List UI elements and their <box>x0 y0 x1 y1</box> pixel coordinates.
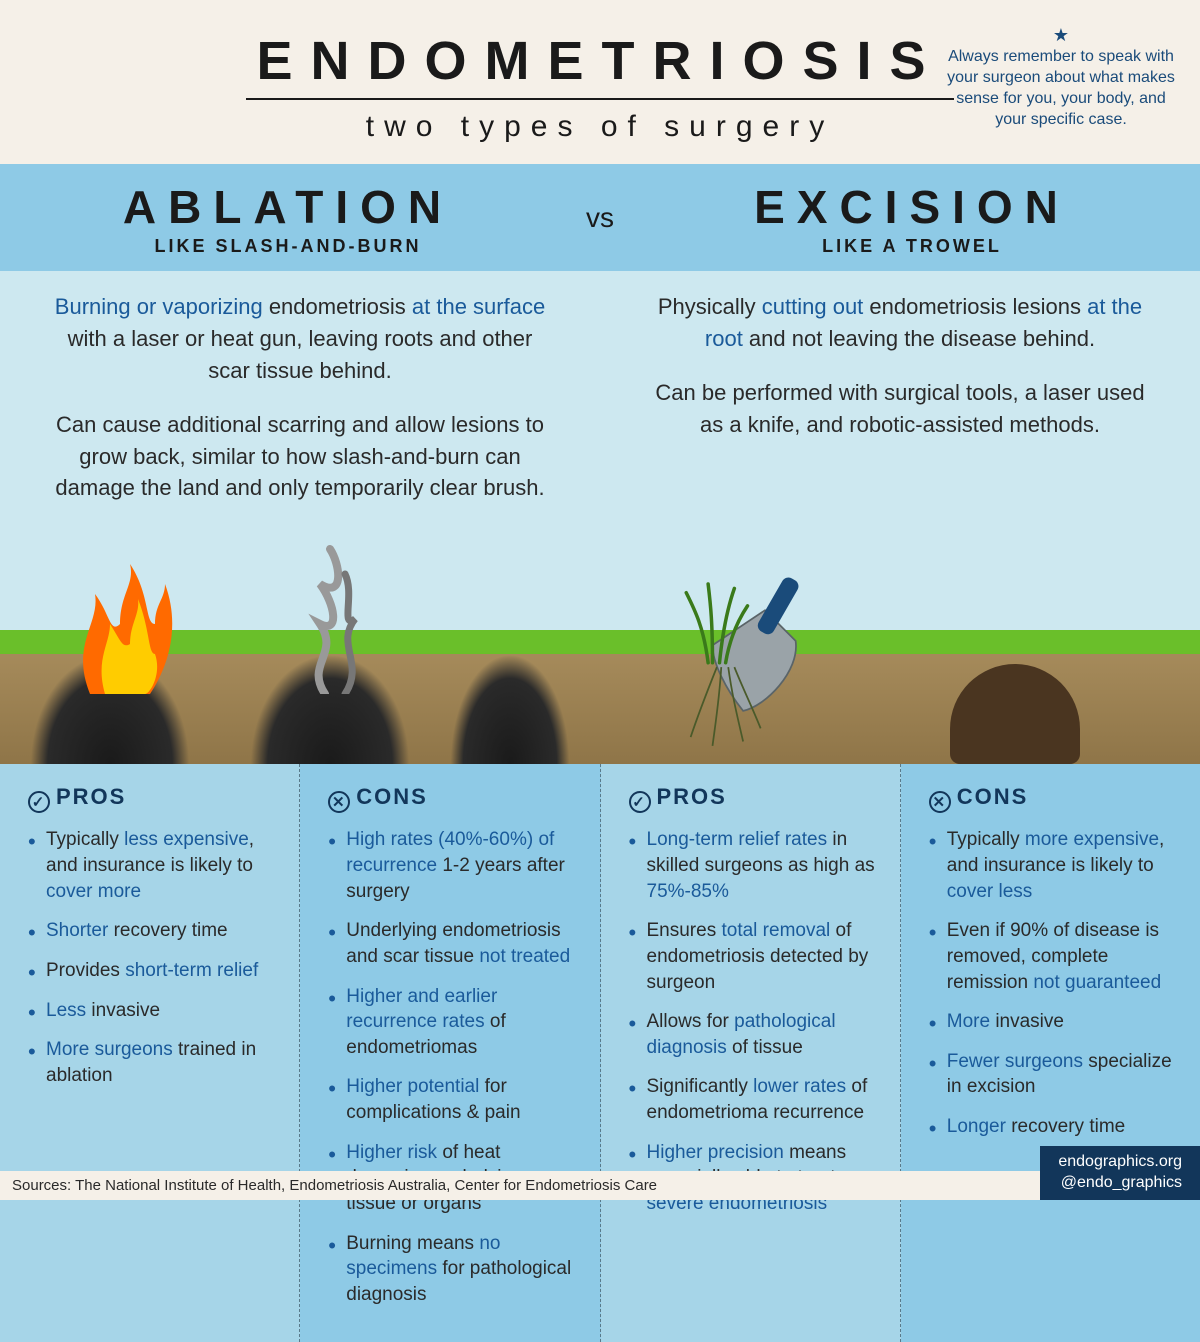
check-icon: ✓ <box>629 791 651 813</box>
description-band: Burning or vaporizing endometriosis at t… <box>0 271 1200 514</box>
header: ENDOMETRIOSIS two types of surgery ★ Alw… <box>0 0 1200 164</box>
list-item: Less invasive <box>28 998 277 1024</box>
list-item: Burning means no specimens for pathologi… <box>328 1231 577 1308</box>
excision-pros-column: ✓PROS Long-term relief rates in skilled … <box>601 764 901 1341</box>
burnt-clump <box>450 654 570 764</box>
cross-icon: ✕ <box>328 791 350 813</box>
excision-pros-list: Long-term relief rates in skilled surgeo… <box>629 827 878 1216</box>
trowel-area <box>600 514 1200 764</box>
vs-label: vs <box>576 164 624 271</box>
credit-badge: endographics.org @endo_graphics <box>1040 1146 1200 1200</box>
vs-band: ABLATION LIKE SLASH-AND-BURN vs EXCISION… <box>0 164 1200 271</box>
list-item: Ensures total removal of endometriosis d… <box>629 918 878 995</box>
credit-handle: @endo_graphics <box>1058 1173 1182 1194</box>
ablation-heading: ABLATION LIKE SLASH-AND-BURN <box>0 164 576 271</box>
star-icon: ★ <box>946 24 1176 47</box>
excision-description: Physically cutting out endometriosis les… <box>600 271 1200 514</box>
list-item: Even if 90% of disease is removed, compl… <box>929 918 1178 995</box>
ablation-description: Burning or vaporizing endometriosis at t… <box>0 271 600 514</box>
excision-cons-list: Typically more expensive, and insurance … <box>929 827 1178 1139</box>
excision-p1-hl1: cutting out <box>762 294 864 319</box>
ablation-p1-hl2: at the surface <box>412 294 545 319</box>
list-item: Typically more expensive, and insurance … <box>929 827 1178 904</box>
ablation-name: ABLATION <box>0 180 576 234</box>
excision-name: EXCISION <box>624 180 1200 234</box>
excision-p2: Can be performed with surgical tools, a … <box>650 377 1150 441</box>
illustration-band <box>0 514 1200 764</box>
fire-clump <box>30 654 190 764</box>
pros-heading: ✓PROS <box>28 784 277 813</box>
cons-heading: ✕CONS <box>929 784 1178 813</box>
list-item: Long-term relief rates in skilled surgeo… <box>629 827 878 904</box>
pros-heading: ✓PROS <box>629 784 878 813</box>
ablation-p1-hl1: Burning or vaporizing <box>55 294 263 319</box>
credit-url: endographics.org <box>1058 1152 1182 1173</box>
list-item: Typically less expensive, and insurance … <box>28 827 277 904</box>
reminder-box: ★ Always remember to speak with your sur… <box>946 24 1176 131</box>
pros-cons-band: ✓PROS Typically less expensive, and insu… <box>0 764 1200 1341</box>
list-item: Longer recovery time <box>929 1114 1178 1140</box>
flame-icon <box>50 554 190 694</box>
ablation-pros-column: ✓PROS Typically less expensive, and insu… <box>0 764 300 1341</box>
sources-text: Sources: The National Institute of Healt… <box>12 1177 657 1194</box>
list-item: High rates (40%-60%) of recurrence 1-2 y… <box>328 827 577 904</box>
smoke-icon <box>285 544 385 694</box>
list-item: Underlying endometriosis and scar tissue… <box>328 918 577 969</box>
list-item: Provides short-term relief <box>28 958 277 984</box>
ablation-cons-list: High rates (40%-60%) of recurrence 1-2 y… <box>328 827 577 1307</box>
list-item: Higher potential for complications & pai… <box>328 1074 577 1125</box>
ablation-pros-list: Typically less expensive, and insurance … <box>28 827 277 1088</box>
excision-tag: LIKE A TROWEL <box>624 236 1200 257</box>
cross-icon: ✕ <box>929 791 951 813</box>
cons-heading: ✕CONS <box>328 784 577 813</box>
ablation-cons-column: ✕CONS High rates (40%-60%) of recurrence… <box>300 764 600 1341</box>
smoke-clump <box>250 654 410 764</box>
list-item: Higher and earlier recurrence rates of e… <box>328 984 577 1061</box>
list-item: Significantly lower rates of endometriom… <box>629 1074 878 1125</box>
list-item: More invasive <box>929 1009 1178 1035</box>
sources-bar: Sources: The National Institute of Healt… <box>0 1171 1200 1200</box>
ablation-tag: LIKE SLASH-AND-BURN <box>0 236 576 257</box>
ablation-p1: Burning or vaporizing endometriosis at t… <box>50 291 550 387</box>
list-item: Fewer surgeons specialize in excision <box>929 1049 1178 1100</box>
ablation-p2: Can cause additional scarring and allow … <box>50 409 550 505</box>
list-item: Allows for pathological diagnosis of tis… <box>629 1009 878 1060</box>
check-icon: ✓ <box>28 791 50 813</box>
list-item: Shorter recovery time <box>28 918 277 944</box>
reminder-text: Always remember to speak with your surge… <box>946 47 1176 130</box>
excision-heading: EXCISION LIKE A TROWEL <box>624 164 1200 271</box>
dug-hole <box>950 664 1080 764</box>
excision-p1: Physically cutting out endometriosis les… <box>650 291 1150 355</box>
excision-cons-column: ✕CONS Typically more expensive, and insu… <box>901 764 1200 1341</box>
trowel-plant-icon <box>660 554 800 754</box>
main-title: ENDOMETRIOSIS <box>246 30 953 100</box>
list-item: More surgeons trained in ablation <box>28 1037 277 1088</box>
